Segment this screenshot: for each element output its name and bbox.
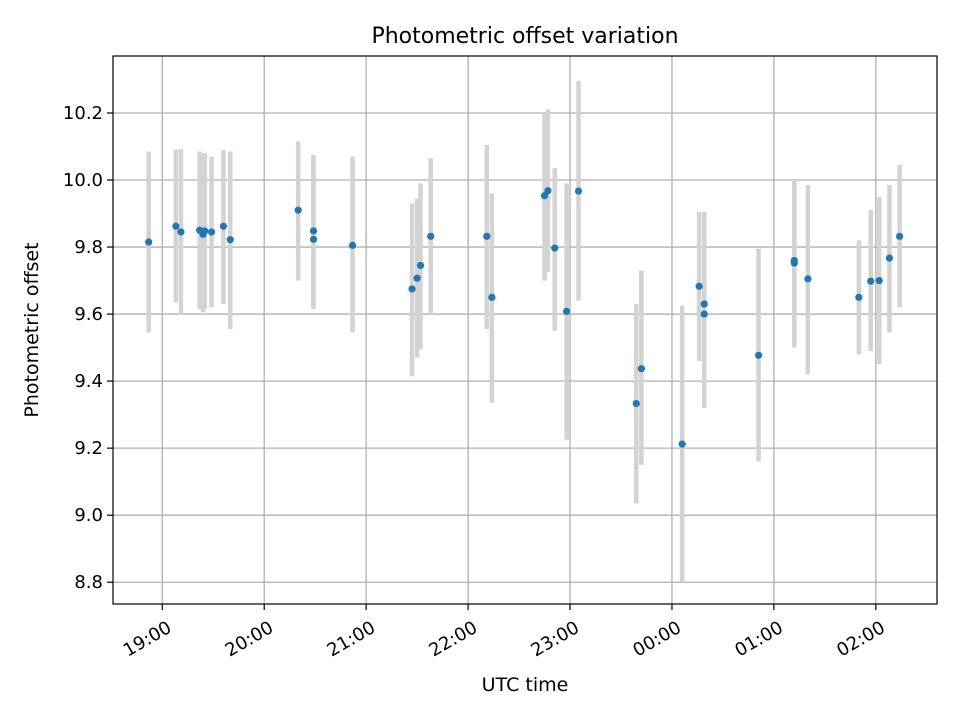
data-point bbox=[632, 399, 640, 408]
data-point bbox=[637, 365, 645, 373]
chart-title: Photometric offset variation bbox=[371, 24, 678, 49]
data-point bbox=[408, 285, 416, 293]
y-axis-label: Photometric offset bbox=[21, 242, 43, 417]
data-point bbox=[678, 440, 686, 448]
x-axis-label: UTC time bbox=[482, 674, 569, 696]
y-tick-label: 9.2 bbox=[74, 438, 103, 459]
y-tick-label: 8.8 bbox=[74, 572, 103, 593]
data-point bbox=[483, 232, 491, 240]
data-point bbox=[885, 254, 894, 262]
y-tick-label: 10.0 bbox=[63, 170, 103, 191]
data-point bbox=[416, 261, 425, 270]
data-point bbox=[574, 187, 583, 195]
grid-layer bbox=[113, 56, 937, 604]
y-tick-label: 9.0 bbox=[74, 505, 103, 526]
data-point bbox=[413, 274, 421, 282]
data-point bbox=[172, 222, 180, 230]
data-point bbox=[804, 275, 812, 283]
data-point bbox=[219, 222, 228, 230]
data-point bbox=[348, 241, 357, 249]
data-point bbox=[145, 238, 153, 246]
data-point bbox=[551, 244, 559, 252]
y-tick-label: 10.2 bbox=[63, 103, 103, 124]
data-point bbox=[544, 187, 552, 195]
data-point bbox=[427, 232, 435, 240]
y-tick-label: 9.6 bbox=[74, 304, 103, 325]
data-point bbox=[755, 351, 763, 359]
data-point bbox=[226, 236, 234, 244]
data-point bbox=[700, 300, 708, 308]
data-point bbox=[790, 256, 798, 265]
data-point bbox=[875, 276, 883, 285]
y-tick-label: 9.4 bbox=[74, 371, 103, 392]
data-point bbox=[700, 310, 708, 318]
data-point bbox=[855, 293, 863, 301]
data-point bbox=[867, 277, 875, 285]
data-point bbox=[695, 282, 703, 290]
data-point bbox=[309, 235, 318, 243]
data-point bbox=[563, 307, 571, 315]
y-tick-label: 9.8 bbox=[74, 237, 103, 258]
data-point bbox=[207, 228, 216, 236]
plot-frame bbox=[112, 55, 938, 605]
data-point bbox=[177, 228, 185, 236]
point-layer bbox=[145, 187, 904, 448]
data-point bbox=[309, 227, 318, 235]
data-point bbox=[896, 232, 904, 240]
data-point bbox=[294, 206, 302, 214]
data-point bbox=[540, 192, 549, 200]
data-point bbox=[201, 227, 209, 235]
data-point bbox=[488, 293, 496, 301]
